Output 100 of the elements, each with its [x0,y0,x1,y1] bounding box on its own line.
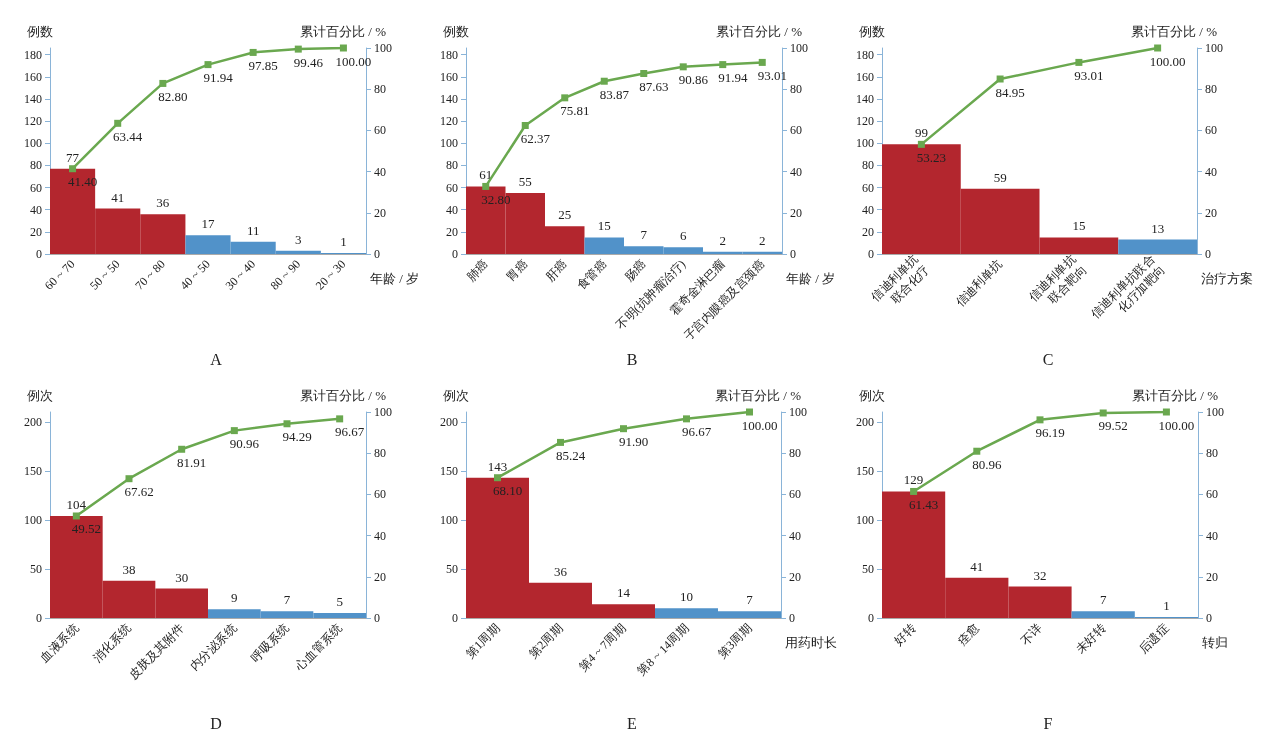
point [557,438,564,446]
y-tick-label: 180 [856,47,874,62]
data-label: 55 [518,174,532,190]
point [996,75,1004,83]
y2-tick-label: 100 [790,41,808,55]
y-tick-label: 100 [24,136,42,151]
y-tick-label: 60 [862,180,874,195]
point [494,474,501,482]
y2-tick-label: 20 [1205,205,1217,220]
y-tick-label: 0 [36,247,42,261]
x-tick-label: 食管癌 [573,257,610,293]
y-axis-title: 例次 [27,388,53,403]
data-label: 41 [970,558,984,574]
text: B [626,350,638,368]
y-tick-label: 180 [24,47,42,62]
x-tick-label: 后遗症 [1135,621,1172,657]
x-tick-label: 第1周期 [462,621,503,661]
y2-tick-label: 40 [374,164,386,179]
data-label: 53.23 [916,149,946,165]
data-label: 1 [1163,598,1170,614]
y-axis-title: 例次 [859,388,885,403]
y-tick-label: 140 [24,91,42,106]
y-tick-label: 50 [30,561,42,576]
data-label: 61 [479,167,493,183]
y2-tick-label: 0 [374,247,380,261]
y-axis-title: 例次 [443,388,469,403]
data-label: 100.00 [1158,417,1195,433]
x-tick-label: 肺癌 [463,257,491,284]
data-label: 100.00 [335,53,372,69]
data-label: 62.37 [520,131,551,147]
x-axis-title: 治疗方案 [1201,271,1253,286]
x-tick-label: 未好转 [1072,621,1109,657]
data-label: 84.95 [995,84,1025,100]
data-label: 129 [903,472,924,488]
y-tick-label: 0 [452,611,458,625]
data-label: 96.67 [681,424,712,440]
y-tick-label: 20 [446,224,458,239]
data-label: 59 [993,169,1007,185]
data-label: 1 [340,233,347,249]
data-label: 13 [1151,220,1165,236]
data-label: 100.00 [1149,53,1186,69]
data-label: 97.85 [248,57,278,73]
y-tick-label: 180 [440,47,458,62]
y-tick-label: 0 [868,247,874,261]
point [283,420,291,428]
point [249,48,257,56]
y-tick-label: 20 [862,224,874,239]
y-tick-label: 140 [856,91,874,106]
data-label: 7 [746,592,754,608]
x-tick-label: 肠癌 [621,257,649,284]
y-tick-label: 100 [856,512,874,527]
y2-tick-label: 100 [1205,41,1223,55]
point [1099,409,1107,417]
y2-tick-label: 80 [1205,82,1217,97]
y-axis-title: 例数 [443,24,469,39]
y-tick-label: 40 [862,202,874,217]
point [1075,58,1083,66]
y2-tick-label: 60 [1206,487,1218,502]
y-axis-title: 例数 [27,24,53,39]
y2-tick-label: 100 [789,405,807,419]
x-tick-label: 呼吸系统 [248,621,292,665]
y2-tick-label: 60 [374,487,386,502]
data-label: 2 [719,232,726,248]
y-tick-label: 150 [24,463,42,478]
data-label: 10 [680,589,693,605]
point [973,447,981,455]
x-tick-label: 80 ~ 90 [267,257,304,293]
y2-tick-label: 20 [790,205,802,220]
y2-tick-label: 0 [1206,611,1212,625]
y2-tick-label: 40 [790,164,802,179]
point [910,487,918,495]
data-label: 63.44 [113,128,143,144]
point [746,408,753,416]
data-label: 75.81 [560,103,590,119]
data-label: 93.01 [1074,67,1104,83]
x-tick-label: 内分泌系统 [186,621,240,674]
data-label: 77 [66,149,80,165]
y-tick-label: 50 [446,561,458,576]
y2-tick-label: 40 [789,528,801,543]
x-tick-label: 第3周期 [714,621,755,661]
data-label: 83.87 [599,86,630,102]
x-tick-label: 信迪利单抗 [952,257,1006,310]
y-tick-label: 160 [856,69,874,84]
data-label: 9 [231,590,238,606]
y2-axis-title: 累计百分比 / % [716,24,803,39]
y2-axis-title: 累计百分比 / % [300,388,387,403]
point [230,427,238,435]
y2-tick-label: 60 [374,123,386,138]
y2-axis-title: 累计百分比 / % [715,388,802,403]
data-label: 14 [617,585,631,601]
y-tick-label: 60 [446,180,458,195]
data-label: 41 [111,189,125,205]
x-tick-label: 第4 ~ 7周期 [575,621,629,674]
point [114,119,122,127]
y2-axis-title: 累计百分比 / % [1131,24,1218,39]
x-tick-label: 胃癌 [503,257,531,284]
data-label: 80.96 [972,456,1002,472]
y2-tick-label: 0 [789,611,795,625]
y2-tick-label: 100 [374,405,392,419]
data-label: 32 [1033,567,1047,583]
